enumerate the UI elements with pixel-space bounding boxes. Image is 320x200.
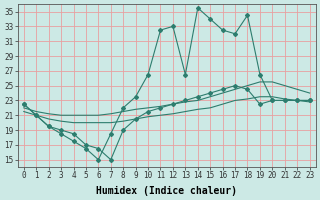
X-axis label: Humidex (Indice chaleur): Humidex (Indice chaleur) [96,186,237,196]
